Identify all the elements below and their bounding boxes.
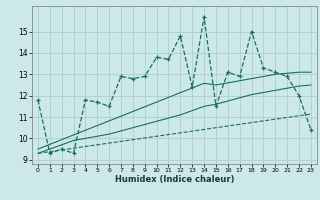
X-axis label: Humidex (Indice chaleur): Humidex (Indice chaleur) <box>115 175 234 184</box>
